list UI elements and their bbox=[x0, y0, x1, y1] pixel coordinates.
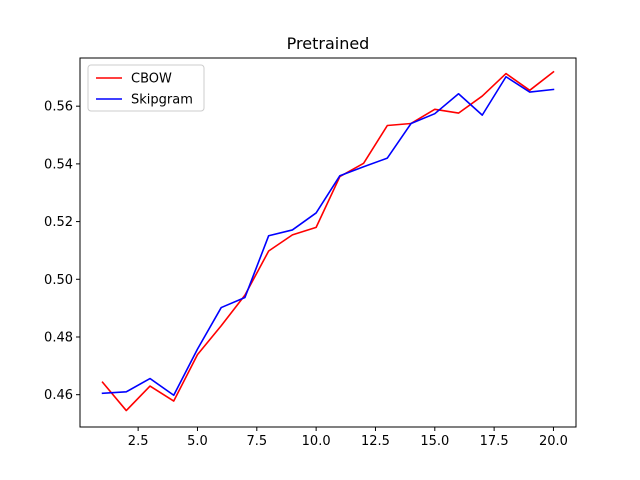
x-tick-label: 15.0 bbox=[420, 434, 449, 449]
legend-label-cbow: CBOW bbox=[131, 72, 172, 87]
series-line-skipgram bbox=[101, 75, 555, 397]
x-tick-label: 5.0 bbox=[187, 434, 208, 449]
x-tick-label: 12.5 bbox=[361, 434, 390, 449]
x-tick-label: 7.5 bbox=[246, 434, 267, 449]
x-tick-label: 10.0 bbox=[302, 434, 331, 449]
axes-frame bbox=[79, 57, 577, 428]
x-tick-label: 20.0 bbox=[539, 434, 568, 449]
series-group bbox=[101, 70, 555, 412]
x-tick-label: 2.5 bbox=[128, 434, 149, 449]
legend: CBOW Skipgram bbox=[87, 64, 205, 112]
y-tick-label: 0.54 bbox=[44, 157, 73, 172]
chart-title: Pretrained bbox=[287, 34, 370, 53]
x-axis: 2.5 5.0 7.5 10.0 12.5 15.0 17.5 20.0 bbox=[128, 427, 568, 449]
series-line-cbow bbox=[101, 70, 555, 412]
y-tick-label: 0.50 bbox=[44, 273, 73, 288]
x-tick-label: 17.5 bbox=[480, 434, 509, 449]
y-tick-label: 0.52 bbox=[44, 215, 73, 230]
y-tick-label: 0.46 bbox=[44, 388, 73, 403]
y-axis: 0.46 0.48 0.50 0.52 0.54 0.56 bbox=[44, 100, 80, 403]
y-tick-label: 0.48 bbox=[44, 330, 73, 345]
y-tick-label: 0.56 bbox=[44, 100, 73, 115]
legend-label-skipgram: Skipgram bbox=[131, 93, 193, 108]
